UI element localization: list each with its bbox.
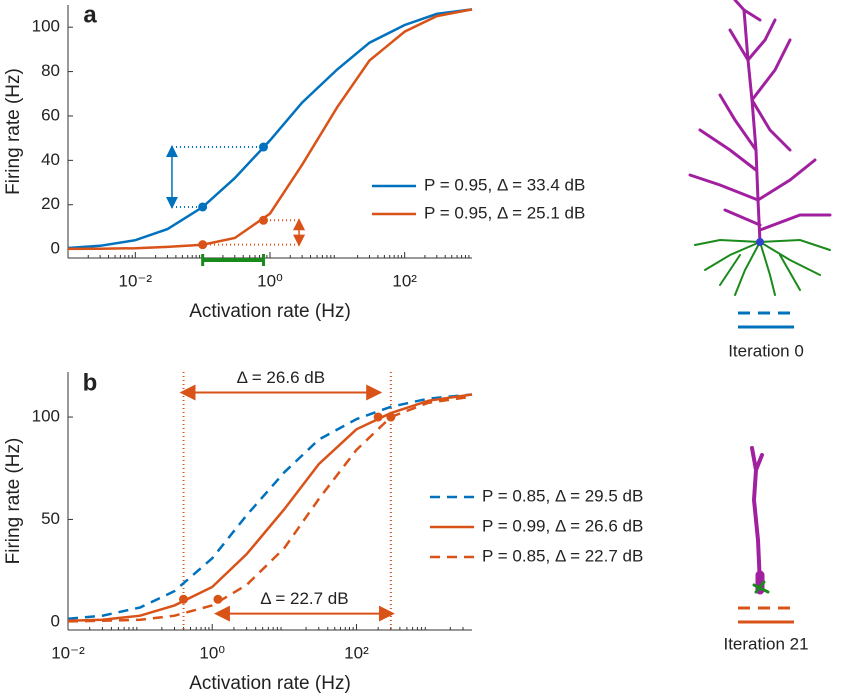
data-point <box>198 240 208 250</box>
data-point <box>213 594 223 604</box>
inset-label: Iteration 21 <box>723 634 808 653</box>
y-tick-label: 100 <box>32 17 60 36</box>
data-point <box>258 215 268 225</box>
y-axis-label: Firing rate (Hz) <box>3 438 24 565</box>
x-tick-label: 10⁰ <box>257 271 283 290</box>
span-label-bg <box>252 589 357 610</box>
data-point <box>179 594 189 604</box>
x-axis-label: Activation rate (Hz) <box>189 673 351 694</box>
x-tick-label: 10² <box>344 643 369 662</box>
y-tick-label: 60 <box>41 105 60 124</box>
legend-label: P = 0.85, Δ = 22.7 dB <box>482 546 643 565</box>
data-point <box>373 412 383 422</box>
y-tick-label: 0 <box>51 611 60 630</box>
span-label: Δ = 22.7 dB <box>260 589 348 608</box>
x-tick-label: 10² <box>392 271 417 290</box>
series-line <box>67 395 473 623</box>
panel-label: b <box>83 369 98 396</box>
legend-label: P = 0.95, Δ = 33.4 dB <box>424 175 585 194</box>
x-tick-label: 10⁻² <box>51 643 85 662</box>
series-line <box>67 8 473 250</box>
legend-label: P = 0.99, Δ = 26.6 dB <box>482 516 643 535</box>
data-point <box>198 202 208 212</box>
y-tick-label: 80 <box>41 61 60 80</box>
x-tick-label: 10⁰ <box>199 643 225 662</box>
panel-label: a <box>83 1 97 28</box>
data-point <box>258 142 268 152</box>
legend-label: P = 0.95, Δ = 25.1 dB <box>424 203 585 222</box>
legend-label: P = 0.85, Δ = 29.5 dB <box>482 486 643 505</box>
inset-label: Iteration 0 <box>728 341 804 360</box>
y-tick-label: 50 <box>41 509 60 528</box>
y-tick-label: 0 <box>51 239 60 258</box>
series-line <box>67 393 473 623</box>
y-tick-label: 40 <box>41 150 60 169</box>
x-tick-label: 10⁻² <box>119 271 153 290</box>
neuron-iteration-21 <box>750 446 770 595</box>
span-label: Δ = 26.6 dB <box>237 368 325 387</box>
data-point <box>386 412 396 422</box>
y-tick-label: 100 <box>32 407 60 426</box>
y-tick-label: 20 <box>41 194 60 213</box>
series-line <box>67 8 473 251</box>
span-label-bg <box>228 368 333 389</box>
y-axis-label: Firing rate (Hz) <box>3 68 24 195</box>
series-line <box>67 393 473 620</box>
x-axis-label: Activation rate (Hz) <box>189 301 351 322</box>
neuron-iteration-0 <box>688 0 832 296</box>
